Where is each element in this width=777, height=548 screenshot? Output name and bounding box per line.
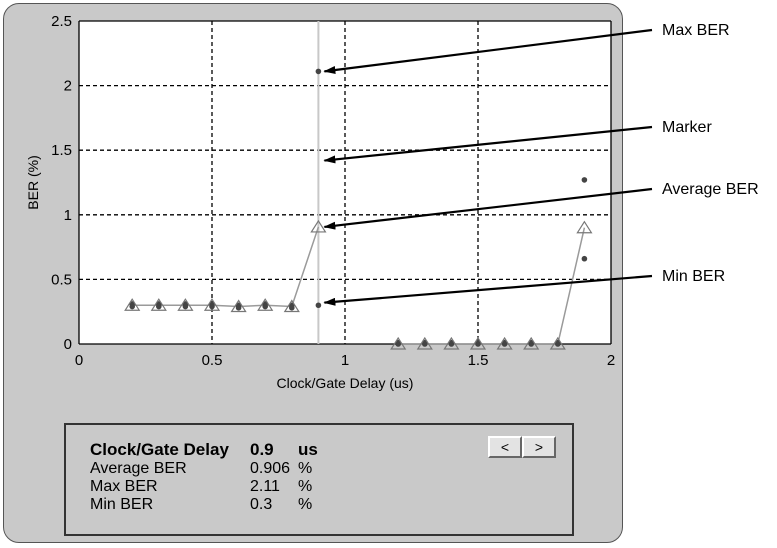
- average-ber-point: [257, 298, 274, 311]
- min-ber-point: [262, 303, 269, 310]
- average-ber-point: [443, 336, 460, 350]
- x-tick-label: 2: [607, 352, 615, 369]
- min-ber-point: [209, 303, 215, 310]
- readout-box: Clock/Gate Delay 0.9 us Average BER 0.90…: [64, 423, 574, 536]
- min-ber-point: [528, 341, 534, 347]
- readout-min-value: 0.3: [250, 496, 273, 513]
- readout-max-unit: %: [298, 478, 313, 495]
- average-ber-point: [496, 336, 513, 350]
- y-tick-label: 1.5: [51, 142, 72, 159]
- callout-arrow: [323, 28, 653, 74]
- y-tick-label: 1: [64, 207, 72, 224]
- min-ber-point: [315, 302, 322, 309]
- min-ber-point: [448, 341, 455, 347]
- callout-arrow: [323, 274, 653, 306]
- tick-labels: 0 0.5 1 1.5 2 0 0.5 1 1.5 2 2.5: [51, 13, 615, 369]
- min-ber-point: [129, 303, 135, 310]
- marker-nav: < >: [488, 436, 556, 458]
- readout-delay-label: Clock/Gate Delay: [90, 440, 229, 459]
- readout-min-unit: %: [298, 496, 313, 513]
- average-ber-point: [549, 336, 566, 350]
- x-tick-label: 1.5: [468, 352, 489, 369]
- average-ber-point: [469, 336, 487, 350]
- y-tick-label: 2: [64, 78, 72, 95]
- y-tick-label: 0: [64, 336, 72, 353]
- callout-label: Average BER: [662, 181, 759, 198]
- min-ber-point: [395, 341, 402, 347]
- callout-label: Marker: [662, 119, 712, 136]
- readout-average-value: 0.906: [250, 460, 291, 477]
- min-ber-point: [156, 303, 162, 310]
- x-tick-label: 0: [75, 352, 83, 369]
- min-ber-point: [555, 341, 561, 347]
- min-ber-point: [289, 305, 295, 311]
- average-ber-point: [576, 220, 593, 234]
- min-ber-point: [235, 305, 242, 311]
- average-ber-point: [283, 299, 300, 313]
- min-ber-point: [182, 303, 189, 310]
- x-tick-label: 1: [341, 352, 349, 369]
- average-ber-point: [390, 336, 407, 350]
- average-ber-point: [124, 298, 141, 311]
- min-ber-point: [501, 341, 508, 347]
- average-ber-point: [416, 336, 433, 350]
- x-axis-title: Clock/Gate Delay (us): [277, 375, 414, 391]
- y-tick-label: 0.5: [51, 271, 72, 288]
- max-ber-point: [315, 68, 322, 75]
- readout-delay-value: 0.9: [250, 440, 274, 459]
- max-ber-point: [581, 177, 588, 183]
- callout-label: Min BER: [662, 268, 725, 285]
- readout-average-unit: %: [298, 460, 313, 477]
- min-ber-point: [581, 255, 588, 262]
- readout-delay-unit: us: [298, 440, 318, 459]
- average-ber-point: [230, 299, 247, 313]
- average-ber-point: [310, 219, 327, 233]
- callout-arrow: [323, 187, 653, 230]
- min-ber-point: [422, 341, 428, 347]
- average-ber-point: [523, 336, 540, 350]
- y-tick-label: 2.5: [51, 13, 72, 30]
- callout-label: Max BER: [662, 22, 730, 39]
- min-ber-point: [475, 341, 481, 347]
- readout-average-label: Average BER: [90, 460, 187, 477]
- average-ber-point: [150, 298, 167, 311]
- annotations: Max BER Marker Average BER Min BER: [323, 22, 759, 306]
- readout-min-label: Min BER: [90, 496, 154, 513]
- prev-point-button[interactable]: <: [488, 436, 522, 458]
- series-layer: [124, 68, 593, 350]
- readout-max-value: 2.11: [250, 478, 280, 495]
- readout-max-label: Max BER: [90, 478, 158, 495]
- average-ber-point: [203, 298, 221, 311]
- y-axis-title: BER (%): [25, 155, 41, 209]
- next-point-button[interactable]: >: [522, 436, 556, 458]
- average-ber-point: [177, 298, 194, 311]
- callout-arrow: [323, 125, 653, 164]
- x-tick-label: 0.5: [202, 352, 223, 369]
